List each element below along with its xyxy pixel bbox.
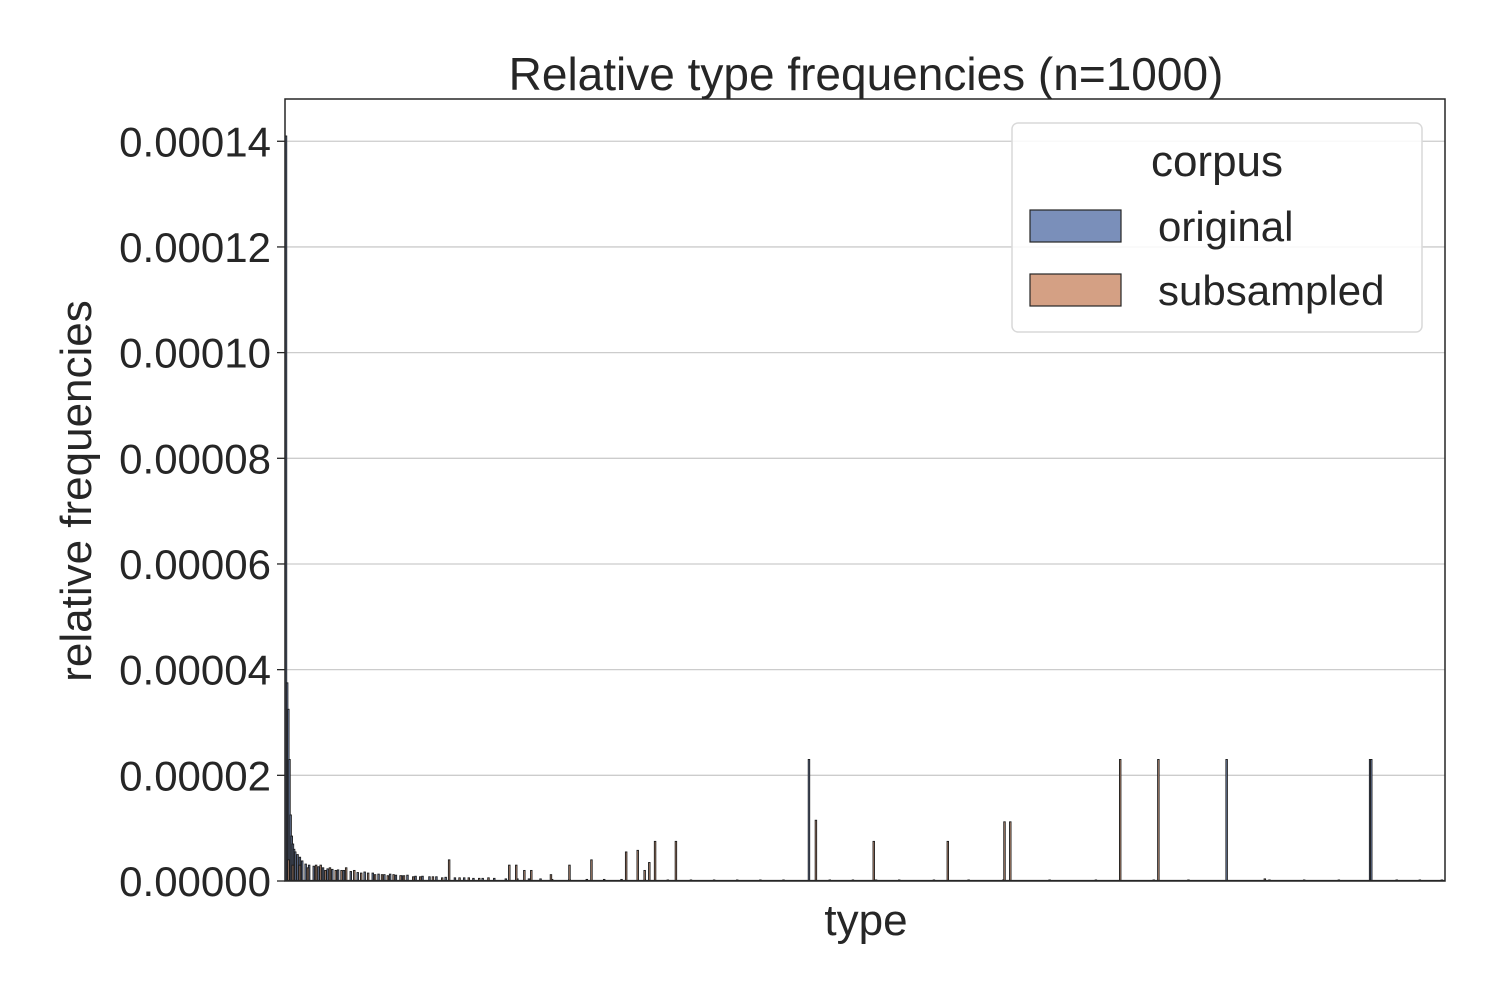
bar-original [294,851,297,882]
bar-original [300,860,304,882]
y-tick-label: 0.00000 [119,858,271,905]
bar-original [312,865,315,882]
legend-swatch-subsampled [1029,273,1122,307]
bar-original [1225,759,1228,882]
bar-subsampled [298,864,302,882]
legend-title: corpus [1151,137,1283,186]
bar-subsampled [334,869,337,882]
bar-subsampled [814,819,818,882]
y-tick-labels: 0.00000 0.00002 0.00004 0.00006 0.00008 0.000… [119,118,285,905]
bar-subsampled [653,840,657,882]
bar-original [326,868,329,882]
bar-subsampled [568,864,571,882]
bar-subsampled [366,872,370,882]
y-tick-label: 0.00008 [119,435,271,482]
bar-original [321,867,325,882]
bar-subsampled [344,867,348,882]
bar-subsampled [523,869,526,882]
bar-subsampled [1157,759,1160,882]
bar-subsampled [360,872,363,882]
y-tick-label: 0.00010 [119,330,271,377]
bar-subsampled [340,869,343,882]
bar-original [296,854,299,882]
bar-original [356,872,359,882]
bar-subsampled [314,864,318,882]
y-tick-label: 0.00014 [119,118,271,165]
bar-subsampled [1003,821,1006,882]
bar-subsampled [624,851,628,882]
bar-subsampled [287,859,290,882]
bar-subsampled [530,869,533,882]
bar-original [342,869,346,882]
x-axis-label: type [824,896,907,945]
bar-subsampled [447,859,451,882]
bar-subsampled [636,849,639,882]
y-tick-label: 0.00006 [119,541,271,588]
bar-original [349,871,352,882]
y-tick-label: 0.00002 [119,752,271,799]
bar-original [304,863,307,882]
y-axis-label: relative frequencies [52,300,101,682]
bar-subsampled [328,867,332,882]
bar-subsampled [508,864,511,882]
bar-subsampled [872,840,875,882]
bar-original [371,872,374,882]
bar-subsampled [324,869,327,882]
bar-original [807,759,811,882]
bar-subsampled [353,869,356,882]
legend: corpus original subsampled [1011,122,1423,333]
y-tick-label: 0.00012 [119,224,271,271]
bar-subsampled [306,867,310,882]
plot-frame [284,98,1446,882]
bar-subsampled [1118,759,1122,882]
bar-subsampled [1009,821,1012,882]
legend-entries: original subsampled [1029,203,1384,314]
bar-subsampled [648,862,651,882]
bar-original [317,866,320,882]
bar-subsampled [643,869,646,882]
y-tick-label: 0.00004 [119,647,271,694]
chart-title: Relative type frequencies (n=1000) [509,48,1224,100]
bar-subsampled [946,840,950,882]
bar-subsampled [590,859,593,882]
bar-subsampled [291,864,295,882]
legend-swatch-original [1029,209,1122,243]
bar-original [336,869,340,882]
bar-original [1370,759,1373,882]
legend-label-original: original [1158,203,1293,250]
bar-subsampled [674,840,678,882]
bar-subsampled [515,864,518,882]
bar-subsampled [319,864,322,882]
bar-original [363,871,366,882]
gridlines [285,140,1445,776]
bar-original [331,868,334,882]
legend-label-subsampled: subsampled [1158,267,1384,314]
